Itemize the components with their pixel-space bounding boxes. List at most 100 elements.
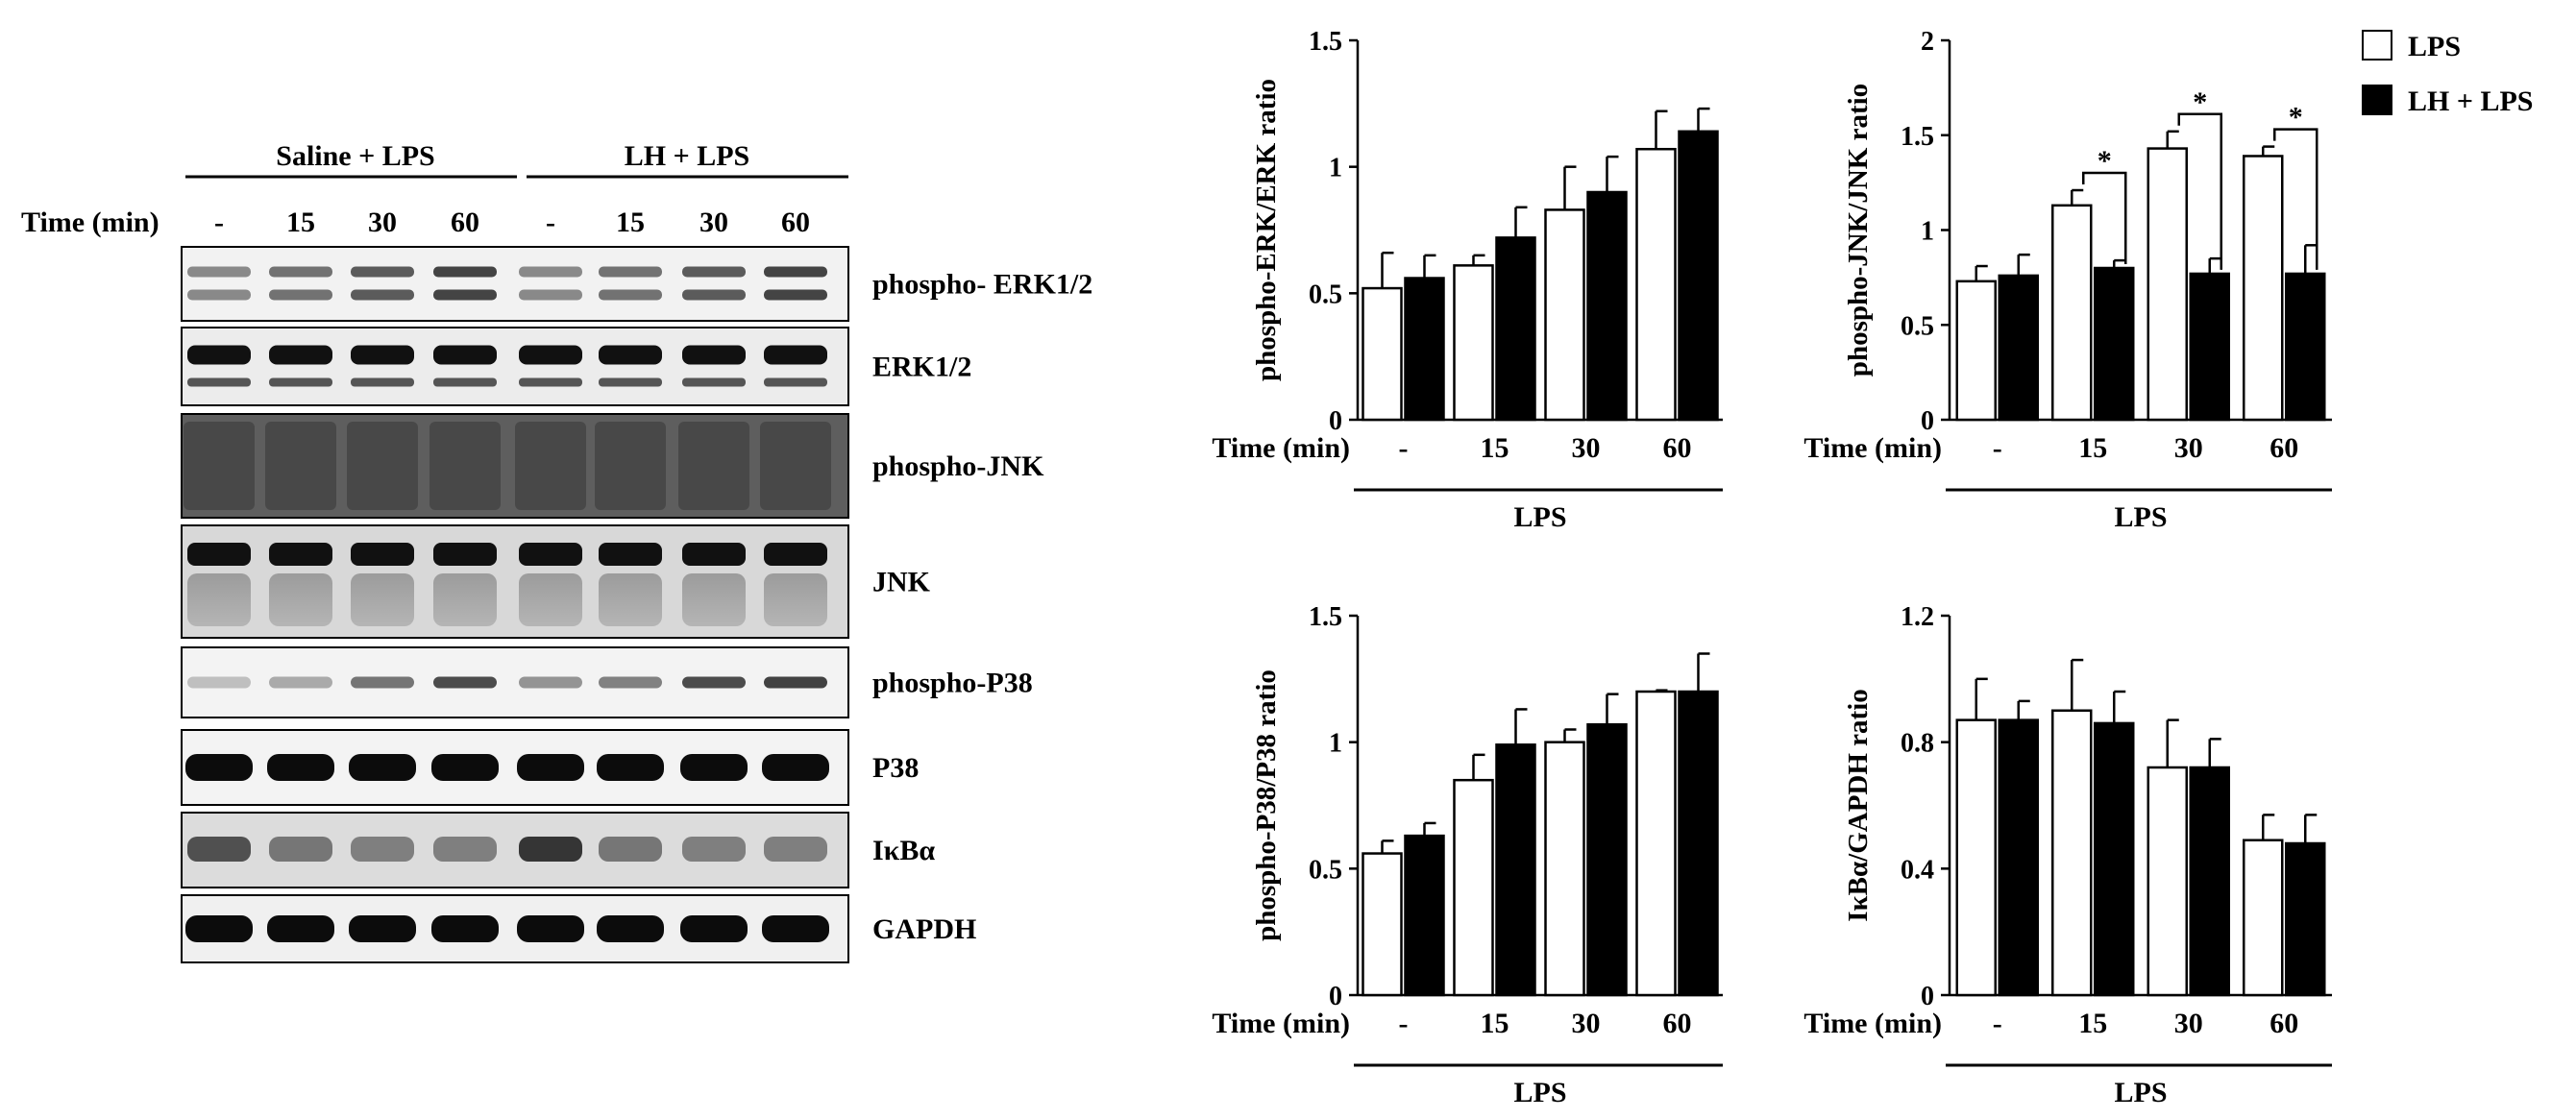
lane-label: 15 <box>616 207 645 238</box>
y-axis-title: IκBα/GAPDH ratio <box>1843 689 1874 922</box>
blot-band <box>349 915 416 942</box>
bar-lh-lps-60 <box>1678 130 1719 422</box>
blot-band <box>764 266 827 278</box>
significance-star: * <box>2289 102 2303 134</box>
x-tick-label: 15 <box>1481 432 1509 464</box>
blot-band <box>599 377 662 387</box>
blot-band <box>433 345 497 365</box>
y-tick-label: 0 <box>1921 406 1934 436</box>
bar-lh-lps-15 <box>1495 743 1536 997</box>
x-tick-label: - <box>1399 432 1409 464</box>
blot-band <box>347 422 418 510</box>
y-tick-label: 0.4 <box>1901 855 1934 885</box>
blot-band <box>267 754 334 781</box>
blot-band <box>351 266 414 278</box>
bar-lps-30 <box>1544 208 1585 422</box>
chart-phospho-erk-erk-ratio: 0 0.5 1 1.5 phospho-ERK/ERK ratio Time (min) -… <box>1212 27 1723 533</box>
bar-lps-x <box>1362 286 1403 422</box>
blot-band <box>351 345 414 365</box>
chart-phospho-p38-p38-ratio: 0 0.5 1 1.5 phospho-P38/P38 ratio Time (min) -… <box>1212 602 1723 1108</box>
blot-frame <box>181 246 849 322</box>
bar-lh-lps-60 <box>2285 841 2326 997</box>
blot-band <box>187 837 251 862</box>
blot-band <box>599 266 662 278</box>
bar-lps-60 <box>1635 690 1677 997</box>
blot-band <box>519 837 582 862</box>
band-label-i-b: IκBα <box>872 835 935 866</box>
x-tick-label: - <box>1399 1008 1409 1039</box>
blot-band <box>519 266 582 278</box>
group-label-saline-lps: Saline + LPS <box>276 140 434 172</box>
bar-lh-lps-x <box>1404 277 1445 422</box>
bar-lh-lps-15 <box>1495 236 1536 422</box>
bar-lps-15 <box>1453 778 1494 997</box>
blot-band <box>762 915 829 942</box>
blot-band <box>269 345 332 365</box>
y-tick-label: 0.5 <box>1901 311 1934 341</box>
blot-band <box>433 377 497 387</box>
lane-label: - <box>214 207 224 238</box>
significance-star: * <box>2193 86 2207 118</box>
blot-band <box>680 915 748 942</box>
bar-lh-lps-30 <box>2189 272 2230 422</box>
blot-band <box>680 754 748 781</box>
blot-band <box>433 289 497 301</box>
blot-band <box>682 266 746 278</box>
blot-band <box>519 573 582 626</box>
significance-star: * <box>2098 145 2112 177</box>
blot-band <box>433 837 497 862</box>
x-tick-label: 60 <box>2269 432 2298 464</box>
significance-bracket <box>2273 128 2318 270</box>
bar-lps-x <box>1955 718 1997 997</box>
x-tick-label: 30 <box>1572 432 1601 464</box>
blot-rows: phospho- ERK1/2 ERK1/2 phospho-JNK JNK phosp… <box>181 246 1092 963</box>
band-label-phospho-p38: phospho-P38 <box>872 668 1033 699</box>
bar-lps-30 <box>2147 766 2188 997</box>
blot-band <box>764 289 827 301</box>
blot-band <box>431 754 499 781</box>
blot-band <box>269 676 332 689</box>
blot-band <box>429 422 501 510</box>
blot-band <box>351 377 414 387</box>
blot-band <box>682 345 746 365</box>
blot-band <box>519 377 582 387</box>
blot-band <box>760 422 831 510</box>
blot-band <box>187 543 251 566</box>
blot-band <box>599 543 662 566</box>
blot-band <box>764 345 827 365</box>
legend-label-lh-lps: LH + LPS <box>2408 85 2533 117</box>
blot-band <box>265 422 336 510</box>
y-tick-label: 0 <box>1329 982 1342 1011</box>
blot-band <box>682 289 746 301</box>
y-tick-label: 1 <box>1921 217 1934 247</box>
bar-lps-60 <box>2243 155 2284 422</box>
blot-band <box>349 754 416 781</box>
time-axis-label: Time (min) <box>21 207 159 238</box>
y-tick-label: 0.5 <box>1309 280 1342 309</box>
chart-phospho-jnk-jnk-ratio: 0 0.5 1 1.5 2 phospho-JNK/JNK ratio Time (min)… <box>1803 27 2332 533</box>
significance-bracket <box>2082 171 2127 264</box>
blot-band <box>185 915 253 942</box>
blot-band <box>433 266 497 278</box>
bar-lps-15 <box>1453 264 1494 422</box>
blot-band <box>682 676 746 689</box>
y-tick-label: 1.5 <box>1901 122 1934 152</box>
blot-band <box>269 377 332 387</box>
y-tick-label: 1.5 <box>1309 27 1342 57</box>
blot-band <box>351 289 414 301</box>
blot-row: IκBα <box>181 812 935 888</box>
blot-band <box>184 422 255 510</box>
blot-band <box>269 573 332 626</box>
blot-band <box>351 837 414 862</box>
x-tick-label: - <box>1993 1008 2002 1039</box>
legend-label-lps: LPS <box>2408 31 2461 62</box>
bar-lh-lps-x <box>1998 274 2039 422</box>
bar-lps-x <box>1955 280 1997 422</box>
x-axis-title: Time (min) <box>1212 432 1350 464</box>
bar-lh-lps-60 <box>1678 690 1719 997</box>
y-tick-label: 0.8 <box>1901 729 1934 759</box>
blot-band <box>764 377 827 387</box>
blot-band <box>269 543 332 566</box>
blot-band <box>517 915 584 942</box>
y-tick-label: 1 <box>1329 154 1342 183</box>
